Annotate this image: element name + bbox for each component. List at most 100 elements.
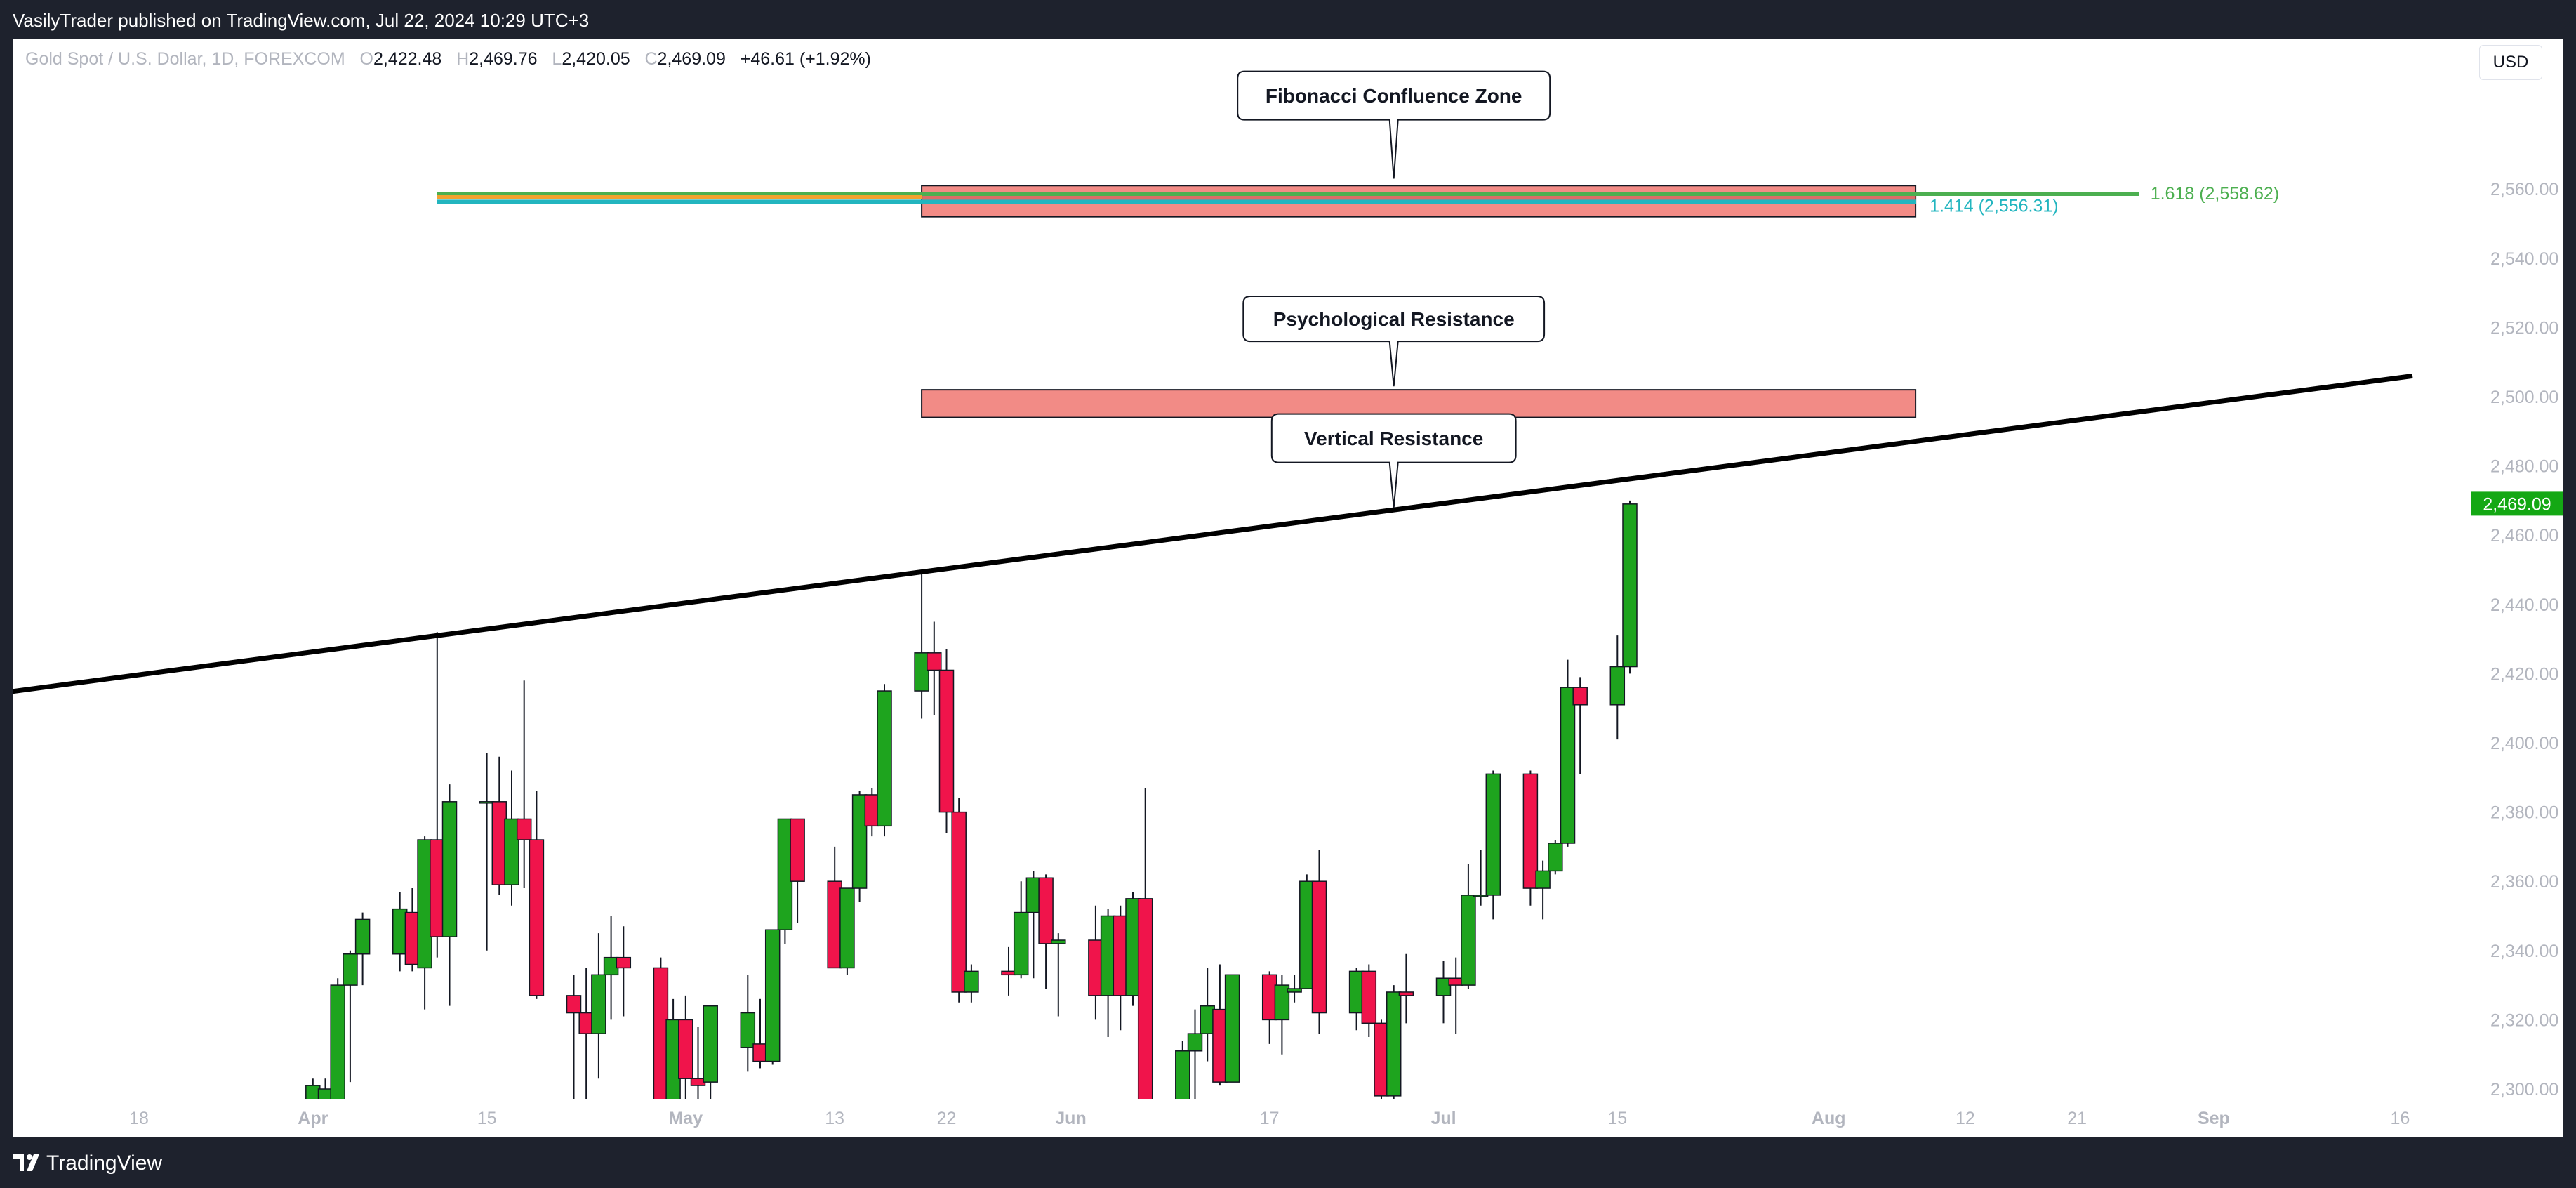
tradingview-brand: TradingView	[46, 1151, 163, 1175]
y-tick-label: 2,460.00	[2490, 526, 2558, 546]
candle-body	[1572, 687, 1588, 706]
candle-body	[938, 669, 955, 813]
candle-body	[1485, 773, 1501, 896]
candle-body	[927, 652, 942, 671]
x-tick-label: 12	[1956, 1109, 1975, 1128]
publisher-line: VasilyTrader published on TradingView.co…	[13, 10, 590, 31]
candle-body	[678, 1019, 693, 1079]
y-tick-label: 2,480.00	[2490, 457, 2558, 477]
x-tick-label: 15	[1607, 1109, 1627, 1128]
x-tick-label: Aug	[1812, 1109, 1846, 1128]
low-value: 2,420.05	[562, 49, 630, 69]
candle-body	[317, 1088, 333, 1099]
symbol-legend: Gold Spot / U.S. Dollar, 1D, FOREXCOM O2…	[25, 49, 871, 70]
candle-body	[790, 818, 805, 882]
callout-label: Fibonacci Confluence Zone	[1266, 85, 1522, 107]
y-tick-label: 2,540.00	[2490, 249, 2558, 269]
candle-body	[504, 818, 519, 885]
currency-button[interactable]: USD	[2479, 45, 2542, 80]
candle-body	[1051, 939, 1066, 944]
last-price-badge	[2471, 491, 2563, 516]
x-tick-label: Sep	[2198, 1109, 2230, 1128]
callout-label: Psychological Resistance	[1273, 308, 1515, 330]
candle-body	[516, 818, 532, 840]
callout-box	[1237, 70, 1551, 179]
high-value: 2,469.76	[469, 49, 538, 69]
candle-body	[1560, 687, 1576, 844]
y-tick-label: 2,340.00	[2490, 942, 2558, 961]
close-value: 2,469.09	[657, 49, 726, 69]
y-tick-label: 2,300.00	[2490, 1080, 2558, 1100]
candle-body	[1311, 880, 1327, 1014]
candle-body	[740, 1012, 756, 1048]
y-tick-label: 2,320.00	[2490, 1010, 2558, 1030]
candle-body	[529, 839, 545, 996]
candle-body	[1386, 991, 1402, 1097]
candle-body	[305, 1085, 321, 1099]
x-tick-label: 22	[937, 1109, 957, 1128]
x-tick-label: 17	[1260, 1109, 1280, 1128]
candle-body	[964, 970, 979, 993]
y-tick-label: 2,380.00	[2490, 803, 2558, 823]
callout-label: Vertical Resistance	[1304, 428, 1483, 449]
candle-body	[1137, 898, 1153, 1099]
candle-body	[851, 794, 868, 889]
open-label: O	[359, 49, 373, 69]
x-tick-label: May	[668, 1109, 703, 1128]
x-tick-label: 15	[477, 1109, 497, 1128]
x-tick-label: Apr	[298, 1109, 328, 1128]
candle-body	[1187, 1033, 1203, 1052]
fib-level-label: 1.618 (2,558.62)	[2151, 184, 2279, 204]
candle-body	[1435, 977, 1452, 996]
candle-body	[343, 953, 358, 986]
fib-level-label: 1.414 (2,556.31)	[1930, 196, 2058, 216]
candle-body	[441, 801, 458, 937]
candle-body	[951, 811, 967, 993]
candle-body	[839, 887, 855, 969]
candle-body	[1535, 870, 1551, 889]
fib-zone-core	[922, 194, 1916, 202]
candle-body	[591, 974, 606, 1034]
candle-body	[1038, 877, 1054, 944]
candle-body	[616, 956, 632, 969]
callout-box	[1270, 413, 1517, 508]
x-tick-label: 16	[2390, 1109, 2410, 1128]
candle-body	[1398, 991, 1414, 996]
candle-body	[914, 652, 929, 692]
x-tick-label: 18	[129, 1109, 149, 1128]
candle-body	[1224, 974, 1240, 1083]
chart-frame[interactable]: 1.414 (2,556.31) 1.618 (2,558.62) Fibonacc…	[13, 39, 2563, 1137]
x-tick-label: Jun	[1055, 1109, 1086, 1128]
y-tick-label: 2,560.00	[2490, 180, 2558, 199]
candle-body	[1622, 503, 1638, 668]
candle-body	[1548, 843, 1563, 872]
candle-body	[877, 690, 892, 827]
y-tick-label: 2,360.00	[2490, 872, 2558, 892]
x-tick-label: 21	[2067, 1109, 2087, 1128]
price-chart[interactable]: 1.414 (2,556.31) 1.618 (2,558.62) Fibonacc…	[13, 39, 2563, 1137]
symbol-name: Gold Spot / U.S. Dollar, 1D, FOREXCOM	[25, 49, 345, 69]
candle-body	[1175, 1050, 1190, 1099]
resistance-trendline	[13, 373, 2413, 694]
candle-body	[354, 918, 371, 955]
publish-header: VasilyTrader published on TradingView.co…	[0, 0, 2576, 39]
footer-bar: TradingView	[0, 1137, 2576, 1188]
y-tick-label: 2,520.00	[2490, 318, 2558, 338]
change-value: +46.61 (+1.92%)	[740, 49, 871, 69]
candle-body	[703, 1005, 718, 1083]
close-label: C	[644, 49, 658, 69]
last-price-label: 2,469.09	[2483, 494, 2551, 514]
x-tick-label: 13	[825, 1109, 844, 1128]
candle-body	[1609, 666, 1626, 706]
candle-body	[1287, 988, 1302, 993]
candle-body	[566, 995, 582, 1014]
callout-box	[1242, 296, 1546, 387]
candle-body	[330, 984, 345, 1099]
candle-body	[1013, 911, 1029, 976]
candle-body	[1473, 895, 1489, 897]
high-label: H	[456, 49, 470, 69]
candle-body	[1522, 773, 1539, 889]
open-value: 2,422.48	[373, 49, 442, 69]
y-tick-label: 2,420.00	[2490, 664, 2558, 684]
candle-body	[1461, 895, 1476, 986]
